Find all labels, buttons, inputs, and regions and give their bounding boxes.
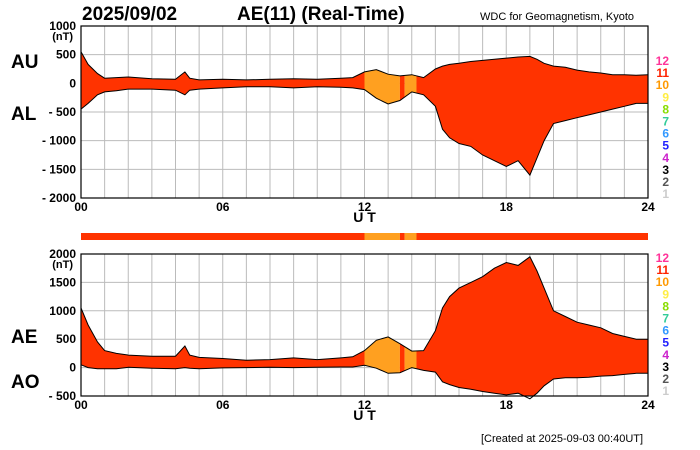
activity-level-bar-segment — [404, 233, 417, 240]
activity-level-bar-segment — [416, 233, 648, 240]
panel2-level-legend-label: 4 — [662, 348, 669, 362]
panel1-level-legend-label: 8 — [662, 102, 669, 116]
panel1-x-tick-label: 24 — [641, 200, 655, 214]
panel1-level-legend-label: 5 — [662, 139, 669, 153]
panel2-level-legend-label: 9 — [662, 287, 669, 301]
panel1-series-al-line — [80, 86, 648, 177]
activity-level-bar-segment — [399, 233, 405, 240]
ae-side-label: AE — [11, 327, 38, 348]
panel2-level-legend-label: 12 — [656, 251, 670, 265]
panel2-level-legend-label: 3 — [662, 360, 669, 374]
panel1-level-legend-label: 11 — [656, 66, 669, 80]
panel1-level-legend-label: 9 — [662, 90, 669, 104]
panel2-level-legend-label: 11 — [656, 263, 669, 277]
panel1-y-tick-label: 1000 — [49, 19, 76, 33]
panel1-unit-label: (nT) — [52, 31, 73, 43]
panel1-x-axis-label: U T — [353, 209, 376, 225]
au-side-label: AU — [11, 52, 39, 73]
panel1-y-tick-label: - 1500 — [42, 162, 76, 176]
panel2-y-tick-label: 500 — [56, 332, 76, 346]
panel1-level-legend-label: 1 — [662, 187, 669, 201]
panel2-level-legend-label: 7 — [662, 312, 669, 326]
panel1-y-tick-label: - 1000 — [42, 134, 76, 148]
panel2-frame — [80, 253, 649, 397]
panel2-level-legend-label: 5 — [662, 336, 669, 350]
activity-level-bar-segment — [81, 233, 365, 240]
panel1-level-legend-label: 6 — [662, 127, 669, 141]
panel2-level-legend-label: 2 — [662, 372, 669, 386]
panel1-level-legend-label: 10 — [656, 78, 670, 92]
panel1-y-tick-label: 500 — [56, 48, 76, 62]
panel2-fill-level-10 — [364, 256, 400, 396]
panel1-frame — [80, 25, 649, 199]
panel1-y-tick-label: - 2000 — [42, 191, 76, 205]
chart-index-title: AE(11) (Real-Time) — [237, 4, 405, 25]
data-source-label: WDC for Geomagnetism, Kyoto — [480, 11, 635, 23]
panel2-y-tick-label: 0 — [69, 361, 76, 375]
al-side-label: AL — [11, 104, 37, 125]
panel1-x-tick-label: 06 — [216, 200, 230, 214]
panel1-level-legend-label: 3 — [662, 163, 669, 177]
panel2-x-tick-label: 00 — [74, 398, 88, 412]
panel2-unit-label: (nT) — [52, 259, 73, 271]
panel2-y-tick-label: 2000 — [49, 247, 76, 261]
panel2-fill-level-11 — [399, 256, 405, 396]
activity-level-bar-segment — [364, 233, 400, 240]
panel1-level-legend-label: 2 — [662, 175, 669, 189]
panel2-y-tick-label: 1000 — [49, 304, 76, 318]
panel1-x-tick-label: 00 — [74, 200, 88, 214]
panel1-level-legend-label: 12 — [656, 54, 670, 68]
panel1-level-legend-label: 4 — [662, 151, 669, 165]
panel2-level-legend-label: 1 — [662, 384, 669, 398]
panel2-y-tick-label: - 500 — [49, 389, 77, 403]
panel2-fill-level-10 — [404, 256, 417, 396]
panel1-x-tick-label: 18 — [500, 200, 514, 214]
panel2-level-legend-label: 8 — [662, 299, 669, 313]
panel2-level-legend-label: 10 — [656, 275, 670, 289]
panel1-y-tick-label: 0 — [69, 76, 76, 90]
panel2-series-ao-line — [80, 364, 648, 400]
panel2-x-tick-label: 24 — [641, 398, 655, 412]
panel2-series-ae-line — [80, 256, 648, 361]
panel1-y-tick-label: - 500 — [49, 105, 77, 119]
panel2-x-tick-label: 06 — [216, 398, 230, 412]
ao-side-label: AO — [11, 372, 40, 393]
chart-date-title: 2025/09/02 — [82, 4, 178, 25]
panel2-x-axis-label: U T — [353, 407, 376, 423]
panel2-x-tick-label: 18 — [500, 398, 514, 412]
panel2-x-tick-label: 12 — [358, 398, 372, 412]
panel1-x-tick-label: 12 — [358, 200, 372, 214]
panel2-level-legend-label: 6 — [662, 324, 669, 338]
panel2-y-tick-label: 1500 — [49, 275, 76, 289]
panel1-series-au-line — [80, 51, 649, 81]
panel1-level-legend-label: 7 — [662, 115, 669, 129]
created-timestamp: [Created at 2025-09-03 00:40UT] — [481, 433, 644, 445]
panel2-fill-level-11 — [416, 256, 648, 396]
